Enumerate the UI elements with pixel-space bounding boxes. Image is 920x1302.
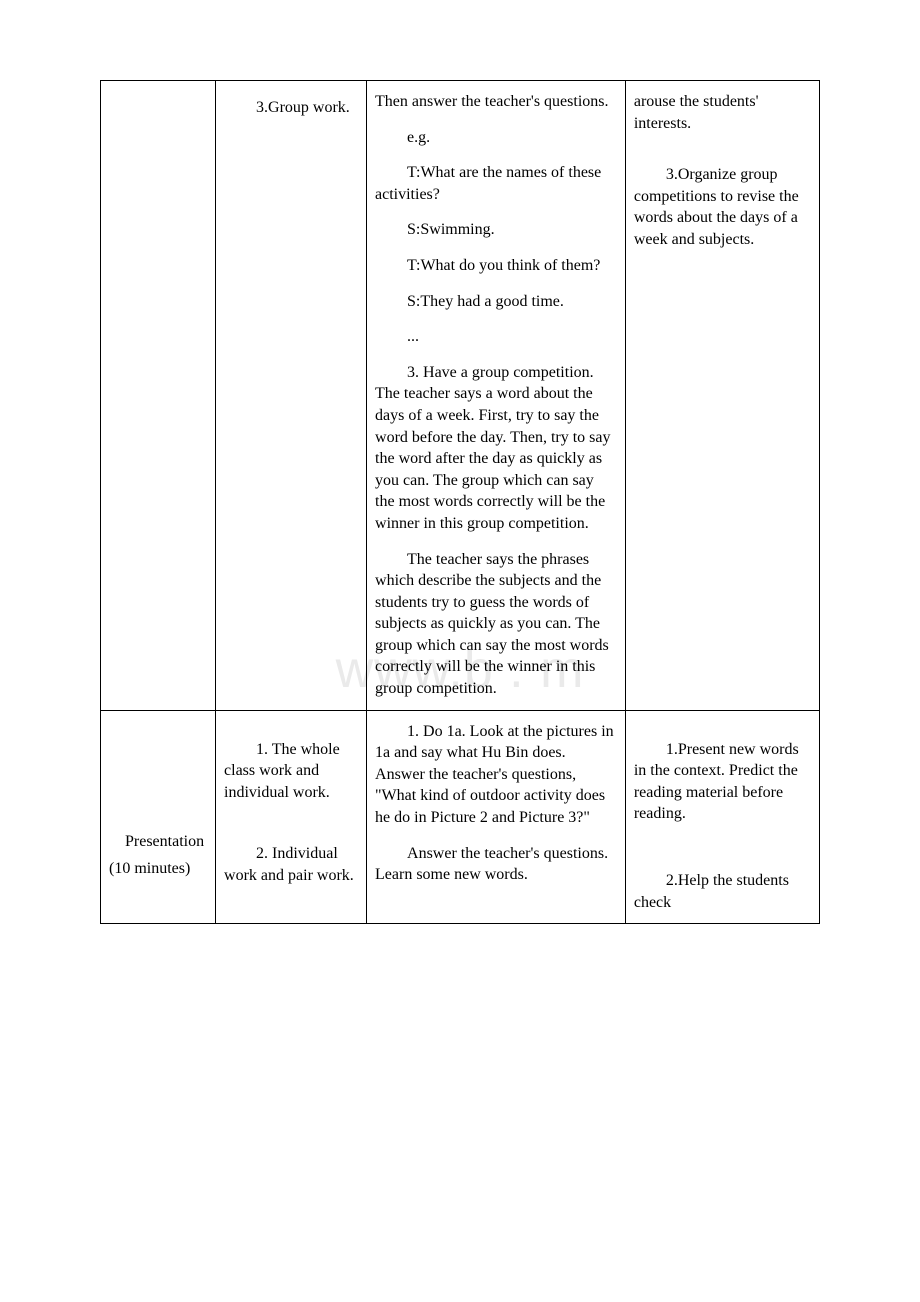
activity-cell: Then answer the teacher's questions. e.g… [367, 81, 626, 711]
interaction-cell: 1. The whole class work and individual w… [216, 710, 367, 924]
interaction-item: 3.Group work. [224, 97, 358, 119]
activity-para: S:Swimming. [375, 219, 617, 241]
stage-cell [101, 81, 216, 711]
activity-para: S:They had a good time. [375, 291, 617, 313]
purpose-para: arouse the students' interests. [634, 91, 811, 134]
activity-para: The teacher says the phrases which descr… [375, 549, 617, 700]
activity-para: Then answer the teacher's questions. [375, 91, 617, 113]
activity-para: 3. Have a group competition. The teacher… [375, 362, 617, 535]
activity-para: T:What do you think of them? [375, 255, 617, 277]
purpose-para: 1.Present new words in the context. Pred… [634, 739, 811, 825]
activity-para: 1. Do 1a. Look at the pictures in 1a and… [375, 721, 617, 829]
activity-para: T:What are the names of these activities… [375, 162, 617, 205]
purpose-para: 3.Organize group competitions to revise … [634, 164, 811, 250]
interaction-item: 1. The whole class work and individual w… [224, 739, 358, 804]
activity-cell: 1. Do 1a. Look at the pictures in 1a and… [367, 710, 626, 924]
table-row: Presentation (10 minutes) 1. The whole c… [101, 710, 820, 924]
main-content: 3.Group work. Then answer the teacher's … [100, 80, 820, 924]
stage-label: Presentation [109, 831, 207, 853]
purpose-para: 2.Help the students check [634, 870, 811, 913]
interaction-item: 2. Individual work and pair work. [224, 843, 358, 886]
lesson-plan-table: 3.Group work. Then answer the teacher's … [100, 80, 820, 924]
table-row: 3.Group work. Then answer the teacher's … [101, 81, 820, 711]
purpose-cell: 1.Present new words in the context. Pred… [625, 710, 819, 924]
purpose-cell: arouse the students' interests. 3.Organi… [625, 81, 819, 711]
stage-cell: Presentation (10 minutes) [101, 710, 216, 924]
activity-para: Answer the teacher's questions. Learn so… [375, 843, 617, 886]
activity-para: e.g. [375, 127, 617, 149]
interaction-cell: 3.Group work. [216, 81, 367, 711]
activity-para: ... [375, 326, 617, 348]
stage-time: (10 minutes) [109, 858, 207, 880]
